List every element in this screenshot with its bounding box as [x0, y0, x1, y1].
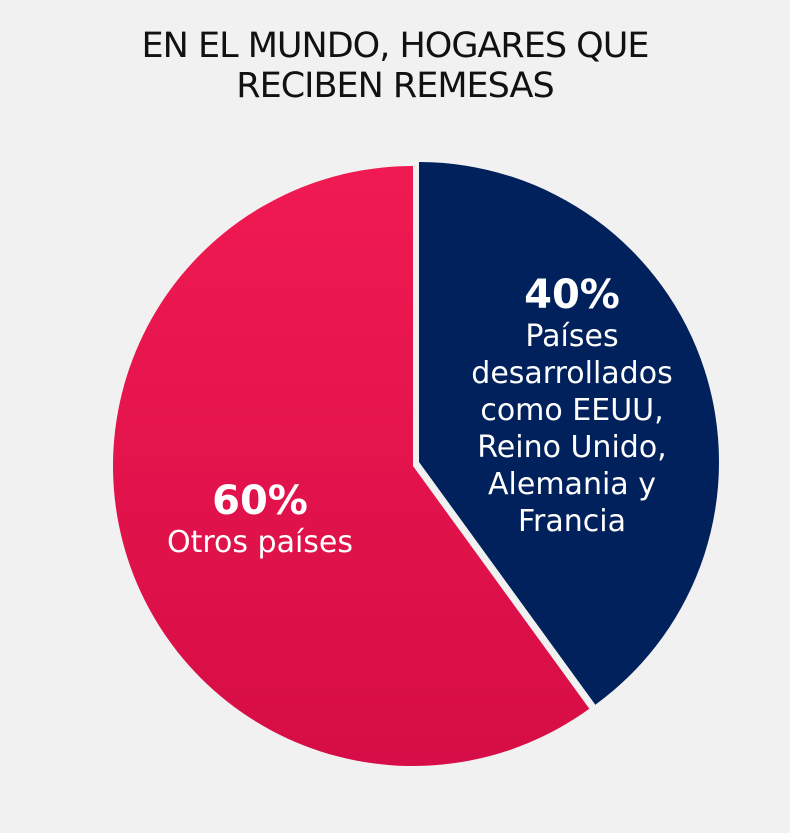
slice-percent-developed: 40% — [524, 272, 620, 318]
slice-percent-others: 60% — [212, 478, 308, 524]
slice-desc-developed-5: Alemania y — [488, 467, 656, 502]
chart-title: EN EL MUNDO, HOGARES QUE RECIBEN REMESAS — [0, 26, 790, 106]
pie-slice-other-countries — [112, 166, 590, 766]
slice-desc-others: Otros países — [166, 525, 354, 560]
chart-title-line-1: EN EL MUNDO, HOGARES QUE — [141, 26, 650, 66]
chart-title-line-2: RECIBEN REMESAS — [236, 66, 554, 106]
slice-desc-developed-1: Países — [525, 319, 619, 354]
slice-desc-developed-3: como EEUU, — [480, 393, 664, 428]
pie-slice-developed-countries — [419, 162, 719, 705]
slice-label-others: 60% Otros países — [110, 478, 410, 561]
slice-desc-developed-2: desarrollados — [471, 356, 673, 391]
slice-label-developed: 40% Países desarrollados como EEUU, Rein… — [442, 272, 702, 540]
slice-desc-developed-4: Reino Unido, — [477, 430, 667, 465]
slice-desc-developed-6: Francia — [517, 504, 627, 539]
